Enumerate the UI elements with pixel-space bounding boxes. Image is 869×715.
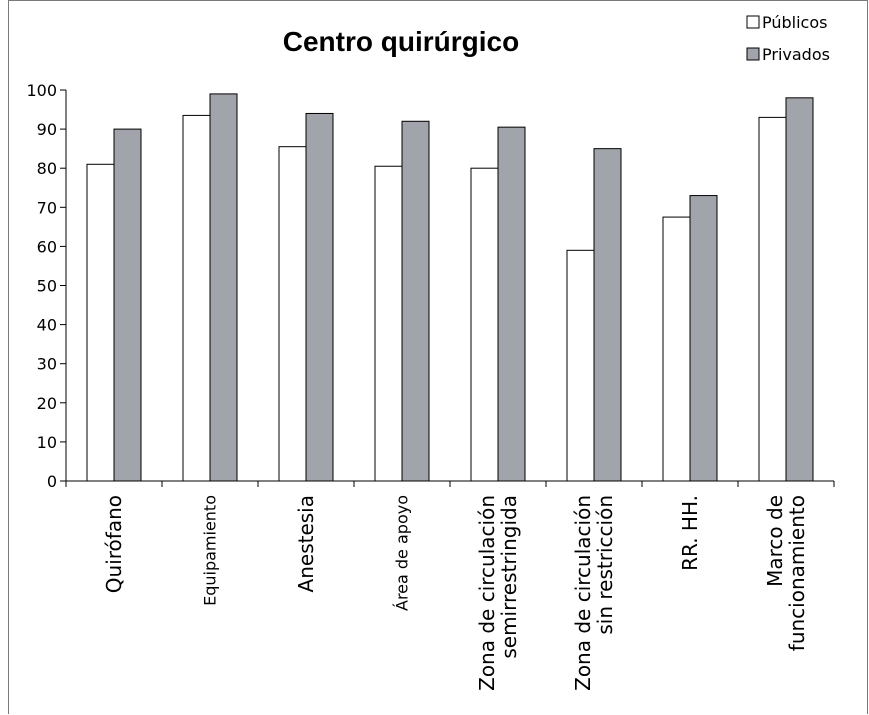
bar-publicos xyxy=(374,165,403,482)
category-label: Equipamiento xyxy=(201,495,220,606)
y-tick-label: 80 xyxy=(37,159,57,178)
category-label: Marco defuncionamiento xyxy=(763,495,809,651)
y-tick-label: 60 xyxy=(37,237,57,256)
y-tick-label: 20 xyxy=(37,394,57,413)
y-tick-label: 50 xyxy=(37,277,57,296)
category-label: Área de apoyo xyxy=(393,495,412,611)
y-tick-label: 100 xyxy=(26,81,57,100)
category-label: Zona de circulaciónsemirrestringida xyxy=(475,495,521,691)
bar-publicos xyxy=(470,167,499,482)
bar-privados xyxy=(113,128,142,482)
bar-privados xyxy=(593,148,622,482)
legend: Públicos Privados xyxy=(746,13,830,64)
bars xyxy=(86,93,814,482)
y-tick-label: 70 xyxy=(37,198,57,217)
bar-publicos xyxy=(758,116,787,482)
chart-frame: Centro quirúrgico 0 10 20 30 40 50 60 70 80 90 100… xyxy=(8,0,868,714)
bar-publicos xyxy=(182,114,211,482)
bar-privados xyxy=(497,126,526,482)
y-tick-label: 30 xyxy=(37,355,57,374)
category-label: Anestesia xyxy=(294,495,318,592)
axes: 0 10 20 30 40 50 60 70 80 90 100 xyxy=(26,81,835,491)
y-tick-label: 40 xyxy=(37,316,57,335)
bar-privados xyxy=(305,112,334,482)
bar-privados xyxy=(209,93,238,482)
legend-swatch xyxy=(746,47,760,61)
category-label: Quirófano xyxy=(102,495,126,593)
category-label: Zona de circulaciónsin restricción xyxy=(571,495,617,691)
bar-publicos xyxy=(86,163,115,482)
bar-publicos xyxy=(566,249,595,482)
y-tick-label: 0 xyxy=(47,472,57,491)
chart-title: Centro quirúrgico xyxy=(283,26,519,57)
legend-swatch xyxy=(746,15,760,29)
category-label: RR. HH. xyxy=(678,495,702,571)
bar-publicos xyxy=(662,216,691,482)
bar-privados xyxy=(785,97,814,482)
y-tick-label: 90 xyxy=(37,120,57,139)
bar-chart: Centro quirúrgico 0 10 20 30 40 50 60 70 80 90 100… xyxy=(26,13,835,691)
bar-privados xyxy=(689,195,718,482)
y-tick-label: 10 xyxy=(37,433,57,452)
legend-label: Públicos xyxy=(762,13,827,32)
bar-publicos xyxy=(278,146,307,482)
category-labels: Quirófano Equipamiento Anestesia Área de ap… xyxy=(102,495,809,691)
legend-label: Privados xyxy=(762,45,830,64)
bar-privados xyxy=(401,120,430,482)
